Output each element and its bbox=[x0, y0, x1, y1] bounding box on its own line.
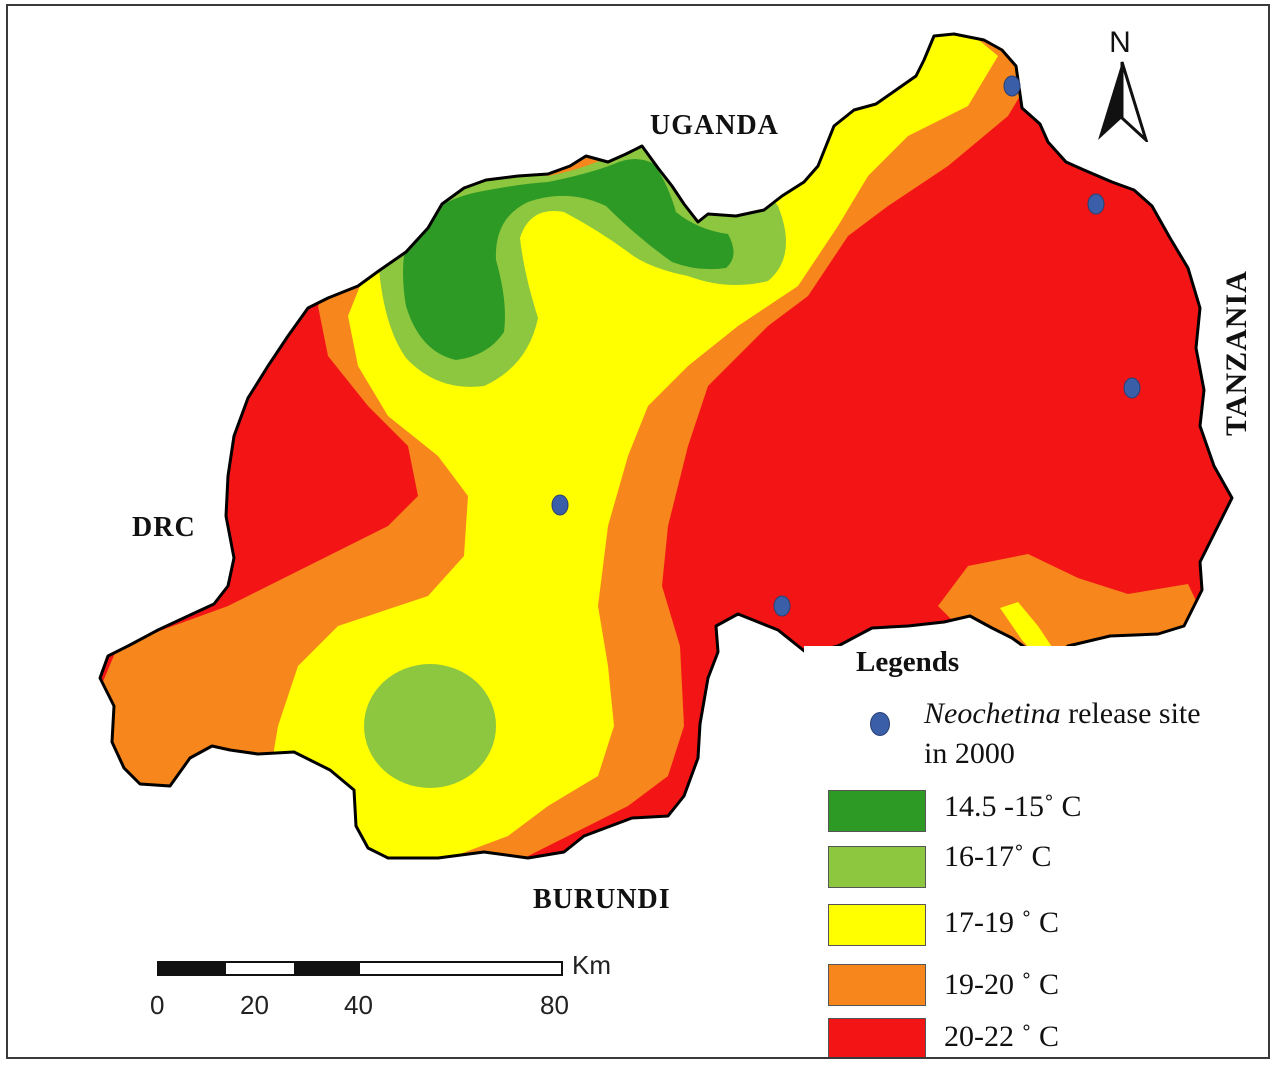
legend-label-19-20: 19-20 ˚ C bbox=[944, 968, 1059, 1001]
country-label-uganda: UGANDA bbox=[650, 110, 779, 141]
country-label-burundi: BURUNDI bbox=[533, 884, 671, 915]
legend: Legends Neochetina release site in 2000 1… bbox=[804, 646, 1268, 1057]
country-label-drc: DRC bbox=[132, 512, 196, 543]
release-site-marker[interactable] bbox=[1123, 377, 1141, 399]
north-label: N bbox=[1109, 26, 1131, 59]
release-site-year: in 2000 bbox=[924, 737, 1015, 770]
legend-swatch-20-22 bbox=[828, 1018, 926, 1057]
release-site-label-rest: release site bbox=[1060, 697, 1201, 730]
release-site-marker[interactable] bbox=[551, 494, 569, 516]
temperature-map bbox=[98, 32, 1234, 860]
release-sites bbox=[551, 75, 1141, 617]
release-site-species-name: Neochetina bbox=[924, 697, 1061, 730]
legend-label-20-22: 20-22 ˚ C bbox=[944, 1020, 1059, 1053]
legend-title: Legends bbox=[856, 646, 960, 678]
map-frame: N UGANDA DRC BURUNDI TANZANIA Km 0 20 40… bbox=[6, 4, 1270, 1059]
release-site-legend-icon bbox=[870, 712, 890, 736]
scale-bar: Km 0 20 40 80 bbox=[148, 950, 648, 1039]
release-site-marker[interactable] bbox=[1003, 75, 1021, 97]
legend-swatch-19-20 bbox=[828, 964, 926, 1006]
scale-unit-label: Km bbox=[572, 950, 611, 980]
scale-tick-0: 0 bbox=[150, 990, 165, 1020]
legend-label-14-15: 14.5 -15˚ C bbox=[944, 790, 1082, 823]
north-arrow: N bbox=[1092, 22, 1162, 147]
scale-tick-20: 20 bbox=[240, 990, 269, 1020]
scale-tick-80: 80 bbox=[540, 990, 569, 1020]
legend-label-16-17: 16-17˚ C bbox=[944, 840, 1052, 873]
release-site-marker[interactable] bbox=[773, 595, 791, 617]
scale-tick-40: 40 bbox=[344, 990, 373, 1020]
release-site-marker[interactable] bbox=[1087, 193, 1105, 215]
legend-swatch-16-17 bbox=[828, 846, 926, 888]
legend-label-17-19: 17-19 ˚ C bbox=[944, 906, 1059, 939]
legend-swatch-14-15 bbox=[828, 790, 926, 832]
release-site-legend-label: Neochetina release site in 2000 bbox=[924, 694, 1264, 774]
country-label-tanzania: TANZANIA bbox=[1220, 270, 1253, 436]
legend-swatch-17-19 bbox=[828, 904, 926, 946]
